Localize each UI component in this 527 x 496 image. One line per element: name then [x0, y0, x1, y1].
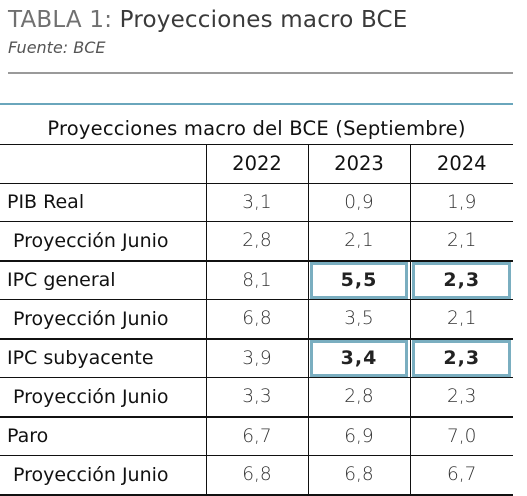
value-cell-2023: 5,5	[307, 260, 410, 300]
value-cell-2022: 6,7	[205, 416, 308, 456]
table-row: Paro 6,7 6,9 7,0	[0, 416, 513, 456]
table-row: IPC subyacente 3,9 3,4 2,3	[0, 338, 513, 378]
value-cell-2022: 6,8	[205, 299, 308, 340]
table-row: Proyección Junio 3,3 2,8 2,3	[0, 377, 513, 418]
year-header-row: 2022 2023 2024	[0, 144, 513, 184]
value-cell-2024: 2,3	[409, 260, 513, 300]
year-header-2022: 2022	[205, 144, 308, 184]
table-row: Proyección Junio 6,8 3,5 2,1	[0, 299, 513, 340]
title-prefix: TABLA 1:	[8, 7, 120, 33]
year-header-2024: 2024	[409, 144, 513, 184]
value-cell-2023: 6,9	[307, 416, 410, 456]
value-cell-2023: 3,5	[307, 299, 410, 340]
value-cell-2022: 2,8	[205, 221, 308, 262]
value-cell-2023: 2,8	[307, 377, 410, 418]
title-main: Proyecciones macro BCE	[119, 7, 408, 33]
value-cell-2024: 2,1	[409, 299, 513, 340]
value-cell-2023: 0,9	[307, 183, 410, 222]
value-cell-2024: 2,1	[409, 221, 513, 262]
value-cell-2024: 7,0	[409, 416, 513, 456]
table-header: TABLA 1: Proyecciones macro BCE Fuente: …	[8, 5, 513, 58]
table-row: PIB Real 3,1 0,9 1,9	[0, 183, 513, 222]
row-label-previous-projection: Proyección Junio	[0, 299, 206, 340]
table-row: IPC general 8,1 5,5 2,3	[0, 260, 513, 300]
value-cell-2024: 2,3	[409, 338, 513, 378]
source-note: Fuente: BCE	[8, 38, 106, 57]
value-cell-2024: 1,9	[409, 183, 513, 222]
value-cell-2022: 8,1	[205, 260, 308, 300]
table-caption: Proyecciones macro del BCE (Septiembre)	[0, 112, 513, 145]
value-cell-2024: 2,3	[409, 377, 513, 418]
value-cell-2022: 3,1	[205, 183, 308, 222]
row-label-previous-projection: Proyección Junio	[0, 377, 206, 418]
row-label: IPC general	[0, 260, 206, 300]
header-divider	[8, 72, 513, 74]
projections-table: Proyecciones macro del BCE (Septiembre) …	[0, 112, 513, 496]
value-cell-2023: 2,1	[307, 221, 410, 262]
row-label-previous-projection: Proyección Junio	[0, 221, 206, 262]
page-title: TABLA 1: Proyecciones macro BCE	[8, 5, 513, 35]
row-label: IPC subyacente	[0, 338, 206, 378]
row-label: Paro	[0, 416, 206, 456]
row-label: PIB Real	[0, 183, 206, 222]
value-cell-2022: 3,3	[205, 377, 308, 418]
value-cell-2022: 3,9	[205, 338, 308, 378]
corner-cell	[0, 144, 206, 184]
table-row: Proyección Junio 2,8 2,1 2,1	[0, 221, 513, 262]
table-top-rule	[0, 103, 513, 105]
year-header-2023: 2023	[307, 144, 410, 184]
value-cell-2023: 3,4	[307, 338, 410, 378]
